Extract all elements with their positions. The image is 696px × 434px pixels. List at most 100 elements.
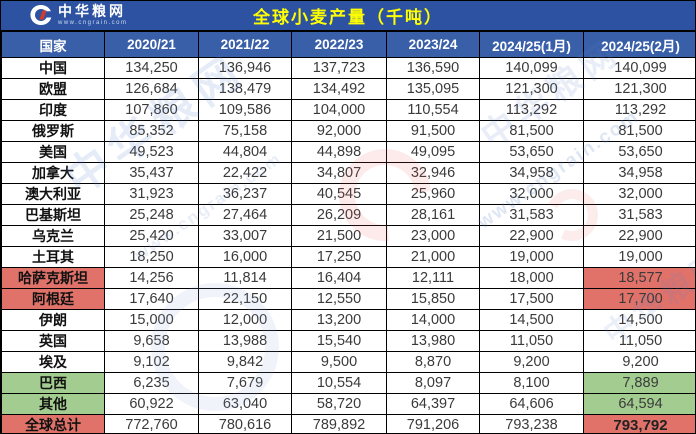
value-cell: 134,492 xyxy=(291,78,387,100)
column-header: 2024/25(2月) xyxy=(583,31,695,58)
value-cell: 109,586 xyxy=(198,99,292,121)
value-cell: 17,640 xyxy=(104,288,199,310)
country-cell: 欧盟 xyxy=(1,78,105,100)
value-cell: 13,200 xyxy=(291,309,387,331)
value-cell: 126,684 xyxy=(104,78,199,100)
value-cell: 18,000 xyxy=(479,267,584,289)
value-cell: 19,000 xyxy=(479,246,584,268)
value-cell: 36,237 xyxy=(198,183,292,205)
value-cell: 15,000 xyxy=(104,309,199,331)
value-cell: 60,922 xyxy=(104,393,199,415)
country-cell: 其他 xyxy=(1,393,105,415)
value-cell: 40,545 xyxy=(291,183,387,205)
value-cell: 7,889 xyxy=(583,372,695,394)
table-body: 中国 134,250 136,946 137,723 136,590 140,099 140… xyxy=(1,57,695,433)
value-cell: 12,111 xyxy=(386,267,480,289)
value-cell: 25,420 xyxy=(104,225,199,247)
value-cell: 31,583 xyxy=(583,204,695,226)
value-cell: 53,650 xyxy=(479,141,584,163)
value-cell: 16,404 xyxy=(291,267,387,289)
value-cell: 134,250 xyxy=(104,57,199,79)
value-cell: 34,807 xyxy=(291,162,387,184)
value-cell: 21,500 xyxy=(291,225,387,247)
value-cell: 9,500 xyxy=(291,351,387,373)
value-cell: 18,577 xyxy=(583,267,695,289)
value-cell: 22,900 xyxy=(583,225,695,247)
value-cell: 7,679 xyxy=(198,372,292,394)
value-cell: 63,040 xyxy=(198,393,292,415)
value-cell: 25,960 xyxy=(386,183,480,205)
value-cell: 32,946 xyxy=(386,162,480,184)
wheat-production-table: 国家 2020/21 2021/22 2022/23 2023/24 2024/25(1月… xyxy=(1,31,695,433)
country-cell: 乌克兰 xyxy=(1,225,105,247)
table-row: 澳大利亚 31,923 36,237 40,545 25,960 32,000 32,000 xyxy=(1,183,695,205)
column-header: 2022/23 xyxy=(291,31,387,58)
table-row: 伊朗 15,000 12,000 13,200 14,000 14,500 14,500 xyxy=(1,309,695,331)
table-row: 乌克兰 25,420 33,007 21,500 23,000 22,900 22,900 xyxy=(1,225,695,247)
column-header: 2020/21 xyxy=(104,31,199,58)
country-cell: 俄罗斯 xyxy=(1,120,105,142)
value-cell: 791,206 xyxy=(386,414,480,433)
country-cell: 全球总计 xyxy=(1,414,105,433)
value-cell: 8,870 xyxy=(386,351,480,373)
value-cell: 92,000 xyxy=(291,120,387,142)
value-cell: 91,500 xyxy=(386,120,480,142)
value-cell: 58,720 xyxy=(291,393,387,415)
value-cell: 31,923 xyxy=(104,183,199,205)
table-row: 巴西 6,235 7,679 10,554 8,097 8,100 7,889 xyxy=(1,372,695,394)
value-cell: 22,150 xyxy=(198,288,292,310)
value-cell: 6,235 xyxy=(104,372,199,394)
value-cell: 64,397 xyxy=(386,393,480,415)
value-cell: 31,583 xyxy=(479,204,584,226)
value-cell: 104,000 xyxy=(291,99,387,121)
value-cell: 33,007 xyxy=(198,225,292,247)
value-cell: 34,958 xyxy=(583,162,695,184)
value-cell: 9,842 xyxy=(198,351,292,373)
table-row: 全球总计 772,760 780,616 789,892 791,206 793,238 7… xyxy=(1,414,695,433)
value-cell: 14,256 xyxy=(104,267,199,289)
value-cell: 793,238 xyxy=(479,414,584,433)
value-cell: 121,300 xyxy=(479,78,584,100)
value-cell: 22,422 xyxy=(198,162,292,184)
value-cell: 772,760 xyxy=(104,414,199,433)
value-cell: 14,500 xyxy=(583,309,695,331)
table-row: 中国 134,250 136,946 137,723 136,590 140,099 140… xyxy=(1,57,695,79)
value-cell: 49,095 xyxy=(386,141,480,163)
value-cell: 15,540 xyxy=(291,330,387,352)
table-row: 美国 49,523 44,804 44,898 49,095 53,650 53,650 xyxy=(1,141,695,163)
value-cell: 110,554 xyxy=(386,99,480,121)
country-cell: 巴西 xyxy=(1,372,105,394)
country-cell: 加拿大 xyxy=(1,162,105,184)
value-cell: 780,616 xyxy=(198,414,292,433)
country-cell: 印度 xyxy=(1,99,105,121)
country-cell: 巴基斯坦 xyxy=(1,204,105,226)
value-cell: 85,352 xyxy=(104,120,199,142)
value-cell: 14,500 xyxy=(479,309,584,331)
value-cell: 21,000 xyxy=(386,246,480,268)
value-cell: 12,550 xyxy=(291,288,387,310)
value-cell: 140,099 xyxy=(479,57,584,79)
value-cell: 10,554 xyxy=(291,372,387,394)
table-row: 埃及 9,102 9,842 9,500 8,870 9,200 9,200 xyxy=(1,351,695,373)
value-cell: 49,523 xyxy=(104,141,199,163)
value-cell: 16,000 xyxy=(198,246,292,268)
value-cell: 17,250 xyxy=(291,246,387,268)
country-cell: 阿根廷 xyxy=(1,288,105,310)
value-cell: 81,500 xyxy=(479,120,584,142)
value-cell: 22,900 xyxy=(479,225,584,247)
value-cell: 17,500 xyxy=(479,288,584,310)
table-row: 欧盟 126,684 138,479 134,492 135,095 121,300 121… xyxy=(1,78,695,100)
value-cell: 81,500 xyxy=(583,120,695,142)
site-name: 中华粮网 xyxy=(58,3,126,19)
value-cell: 53,650 xyxy=(583,141,695,163)
column-header-country: 国家 xyxy=(1,31,105,58)
country-cell: 埃及 xyxy=(1,351,105,373)
value-cell: 113,292 xyxy=(479,99,584,121)
value-cell: 23,000 xyxy=(386,225,480,247)
value-cell: 34,958 xyxy=(479,162,584,184)
value-cell: 44,804 xyxy=(198,141,292,163)
page-title: 全球小麦产量（千吨） xyxy=(253,8,443,27)
value-cell: 18,250 xyxy=(104,246,199,268)
value-cell: 14,000 xyxy=(386,309,480,331)
